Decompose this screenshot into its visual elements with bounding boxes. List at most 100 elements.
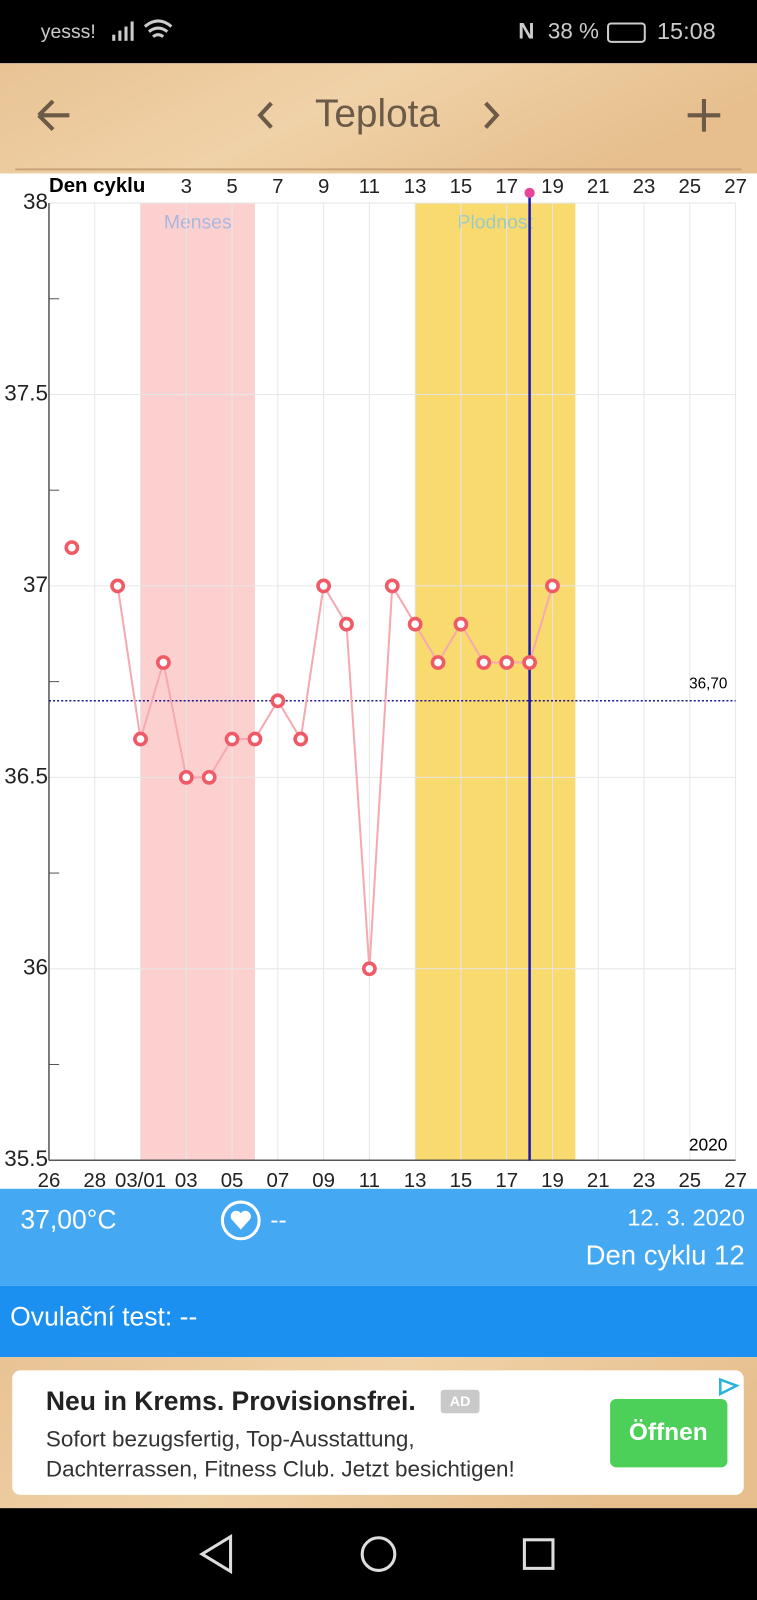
x-tick-label: 03/01 bbox=[115, 1170, 166, 1192]
ad-choices-icon[interactable] bbox=[718, 1377, 740, 1396]
temperature-point bbox=[407, 616, 423, 632]
ad-line: Dachterrassen, Fitness Club. Jetzt besic… bbox=[46, 1456, 515, 1481]
temperature-point bbox=[270, 693, 286, 709]
x-tick-label: 25 bbox=[678, 1170, 701, 1192]
reference-label: 36,70 bbox=[689, 675, 727, 692]
x-tick-label: 15 bbox=[450, 1170, 473, 1192]
temperature-point bbox=[156, 655, 171, 670]
year-label: 2020 bbox=[689, 1134, 728, 1154]
add-button[interactable] bbox=[687, 98, 721, 132]
y-tick-label: 35.5 bbox=[4, 1146, 48, 1171]
ovulation-panel bbox=[0, 1285, 757, 1358]
top-tick-label: 9 bbox=[318, 176, 329, 198]
ad-card[interactable] bbox=[12, 1370, 744, 1495]
y-tick-label: 37.5 bbox=[4, 380, 48, 405]
ad-badge-box bbox=[440, 1389, 480, 1414]
y-tick-label: 38 bbox=[23, 189, 48, 214]
top-tick-label: 25 bbox=[678, 176, 701, 198]
nav-recent[interactable] bbox=[522, 1538, 555, 1570]
ovulation-text: Ovulační test: -- bbox=[10, 1301, 197, 1331]
header-title: Teplota bbox=[315, 93, 440, 136]
top-tick-label: 7 bbox=[272, 176, 283, 198]
date: 12. 3. 2020 bbox=[627, 1205, 744, 1231]
cycle-day: Den cyklu 12 bbox=[586, 1239, 745, 1270]
heart-shape bbox=[230, 1210, 251, 1230]
top-tick-label: 27 bbox=[724, 176, 747, 198]
temperature-point bbox=[133, 731, 148, 747]
temperature-point bbox=[384, 578, 400, 594]
x-tick-label: 17 bbox=[495, 1170, 518, 1192]
top-tick-label: 17 bbox=[495, 176, 518, 198]
temperature-point bbox=[339, 616, 354, 632]
header bbox=[0, 63, 757, 174]
x-tick-label: 05 bbox=[221, 1170, 244, 1192]
band bbox=[415, 203, 576, 1161]
nav-back[interactable] bbox=[199, 1534, 233, 1575]
x-tick-label: 09 bbox=[312, 1170, 335, 1192]
top-tick-label: 19 bbox=[541, 176, 564, 198]
temperature-point bbox=[430, 655, 446, 670]
back-button[interactable] bbox=[37, 99, 70, 132]
y-tick-label: 36.5 bbox=[4, 763, 48, 788]
x-tick-label: 26 bbox=[38, 1170, 61, 1192]
y-tick-label: 36 bbox=[23, 955, 48, 980]
nfc-icon: N bbox=[518, 19, 534, 44]
next-button[interactable] bbox=[484, 101, 500, 129]
band-label: Plodnost bbox=[458, 212, 534, 234]
chart: Menses Plodnost 26 28 03/01 03 05 07 09 11 13 15 17 1… bbox=[4, 175, 747, 1192]
band-label: Menses bbox=[164, 212, 232, 234]
temperature-point bbox=[476, 655, 492, 670]
temperature-point bbox=[110, 578, 126, 594]
temperature: 37,00°C bbox=[20, 1204, 116, 1234]
top-tick-label: 3 bbox=[181, 176, 192, 198]
top-tick-label: 11 bbox=[359, 176, 380, 198]
nav-home[interactable] bbox=[360, 1536, 397, 1572]
clock: 15:08 bbox=[657, 18, 716, 44]
top-tick-label: 13 bbox=[404, 176, 427, 198]
ad-title: Neu in Krems. Provisionsfrei. bbox=[46, 1386, 416, 1416]
temperature-point bbox=[453, 616, 469, 632]
today-dot bbox=[524, 187, 535, 198]
top-axis-label: Den cyklu bbox=[49, 175, 145, 197]
carrier: yesss! bbox=[41, 21, 96, 43]
top-tick-label: 15 bbox=[450, 176, 473, 198]
x-tick-label: 19 bbox=[541, 1170, 564, 1192]
x-tick-label: 27 bbox=[724, 1170, 747, 1192]
heart-icon[interactable] bbox=[220, 1200, 261, 1241]
top-tick-label: 21 bbox=[587, 176, 610, 198]
status-bar bbox=[0, 0, 757, 64]
temperature-point bbox=[178, 769, 194, 785]
band bbox=[140, 203, 255, 1161]
x-tick-label: 07 bbox=[266, 1170, 289, 1192]
x-tick-label: 11 bbox=[359, 1170, 380, 1192]
x-tick-label: 23 bbox=[633, 1170, 656, 1192]
ad-button-box[interactable] bbox=[610, 1398, 728, 1468]
ad-line: Sofort bezugsfertig, Top-Ausstattung, bbox=[46, 1427, 415, 1452]
temperature-point bbox=[201, 769, 217, 785]
info-panel bbox=[0, 1188, 757, 1286]
x-tick-label: 03 bbox=[175, 1170, 198, 1192]
temperature-point bbox=[522, 655, 537, 670]
temperature-point bbox=[499, 655, 515, 670]
prev-button[interactable] bbox=[257, 101, 273, 129]
battery-text: 38 % bbox=[548, 19, 599, 44]
temperature-point bbox=[224, 731, 240, 747]
ad-button[interactable]: Öffnen bbox=[629, 1419, 708, 1446]
signal-icon bbox=[112, 21, 134, 41]
temperature-point bbox=[247, 731, 263, 747]
y-tick-label: 37 bbox=[23, 572, 48, 597]
wifi-icon bbox=[143, 19, 173, 38]
top-tick-label: 23 bbox=[633, 176, 656, 198]
top-tick-label: 5 bbox=[226, 176, 237, 198]
temperature-point bbox=[316, 578, 332, 594]
x-tick-label: 13 bbox=[404, 1170, 427, 1192]
temperature-point bbox=[293, 731, 309, 747]
ad-badge: AD bbox=[450, 1394, 471, 1410]
temperature-point bbox=[545, 578, 560, 594]
symbol-value: -- bbox=[270, 1207, 286, 1234]
x-tick-label: 21 bbox=[587, 1170, 610, 1192]
nav-bar bbox=[0, 1508, 757, 1600]
temperature-point bbox=[361, 961, 377, 977]
